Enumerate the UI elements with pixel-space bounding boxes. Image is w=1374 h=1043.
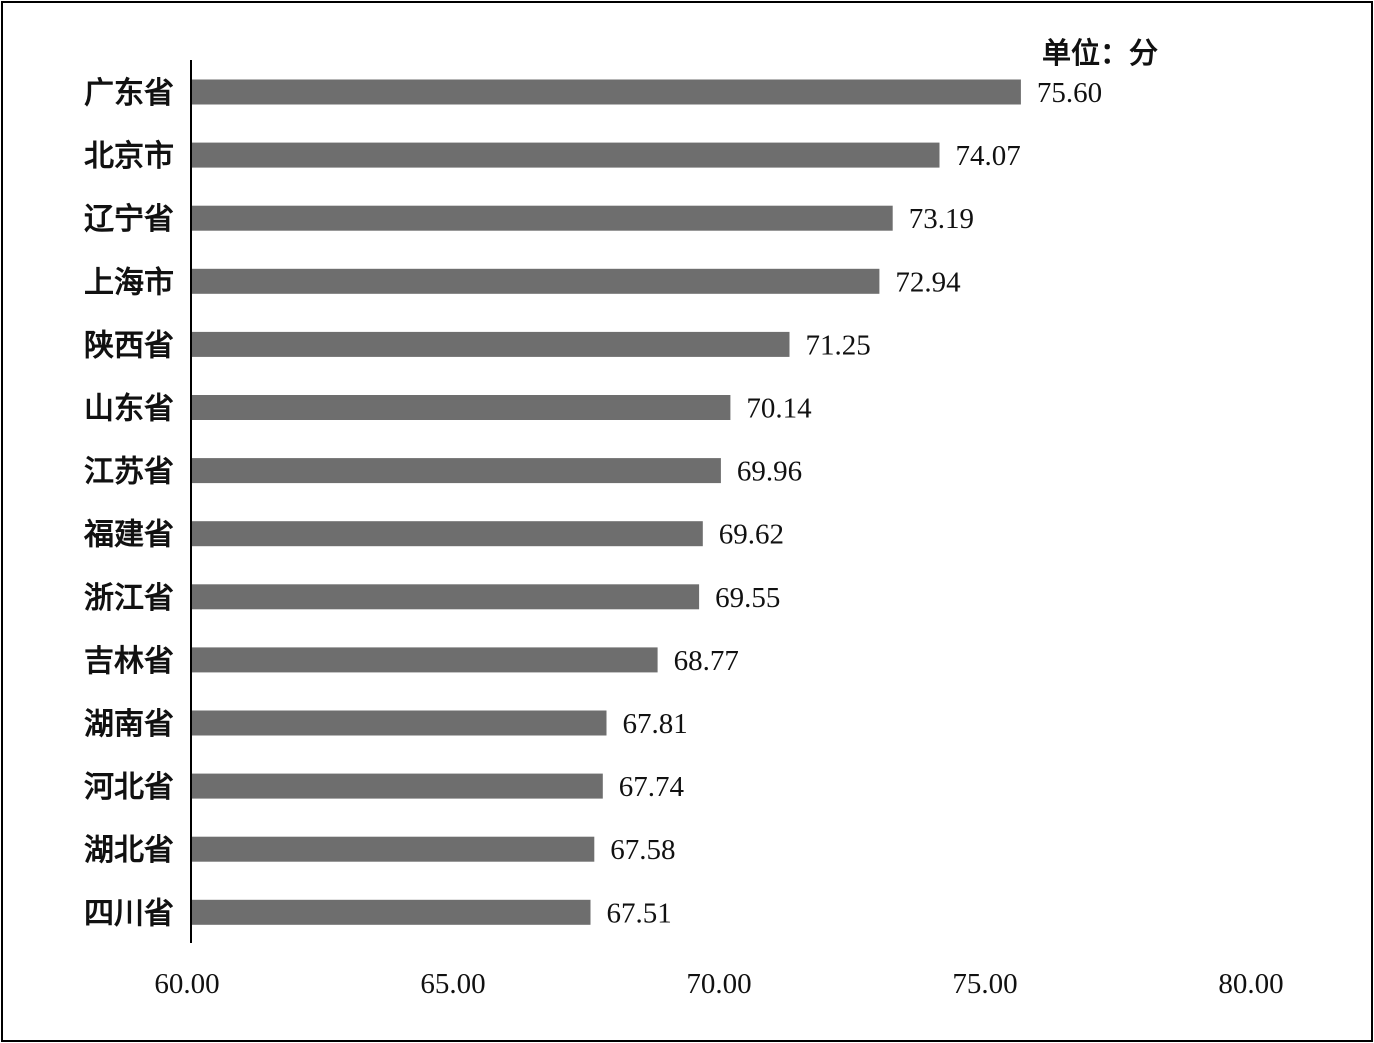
value-label: 69.55 <box>715 582 780 614</box>
x-tick-label: 70.00 <box>686 968 751 1000</box>
bar <box>191 79 1021 105</box>
bar <box>191 458 721 484</box>
bar <box>191 836 595 862</box>
category-label: 四川省 <box>84 896 174 931</box>
value-label: 75.60 <box>1037 77 1102 109</box>
value-label: 72.94 <box>895 266 961 298</box>
bar <box>191 899 591 925</box>
value-label: 71.25 <box>806 329 871 361</box>
category-label: 陕西省 <box>84 328 174 363</box>
category-label: 广东省 <box>84 76 174 111</box>
value-label: 73.19 <box>909 203 974 235</box>
category-label: 福建省 <box>83 518 174 553</box>
bar <box>191 331 790 357</box>
value-label: 67.58 <box>610 834 675 866</box>
category-label: 湖南省 <box>84 707 174 742</box>
x-axis-ticks: 60.00 65.00 70.00 75.00 80.00 <box>154 968 1283 1000</box>
bars-group: 广东省 75.60 北京市 74.07 辽宁省 73.19 上海市 72.94 陕西省 71.25… <box>83 76 1102 931</box>
bar <box>191 142 940 168</box>
bar <box>191 205 893 231</box>
value-label: 67.51 <box>607 897 672 929</box>
category-label: 北京市 <box>84 139 174 174</box>
x-tick-label: 65.00 <box>420 968 485 1000</box>
bar <box>191 773 603 799</box>
value-label: 69.96 <box>737 456 802 488</box>
category-label: 江苏省 <box>84 455 174 490</box>
category-label: 辽宁省 <box>84 202 174 237</box>
category-label: 湖北省 <box>84 833 174 868</box>
value-label: 68.77 <box>674 645 739 677</box>
value-label: 74.07 <box>956 140 1021 172</box>
x-tick-label: 75.00 <box>952 968 1017 1000</box>
unit-label: 单位：分 <box>1042 36 1158 70</box>
x-tick-label: 80.00 <box>1218 968 1283 1000</box>
bar <box>191 710 607 736</box>
bar <box>191 395 731 420</box>
x-tick-label: 60.00 <box>154 968 219 1000</box>
bar <box>191 647 658 673</box>
category-label: 吉林省 <box>84 644 174 679</box>
bar <box>191 521 703 547</box>
bar <box>191 584 700 610</box>
value-label: 67.81 <box>623 708 688 740</box>
category-label: 浙江省 <box>84 581 174 616</box>
value-label: 69.62 <box>719 519 784 551</box>
value-label: 67.74 <box>619 771 685 803</box>
category-label: 上海市 <box>84 265 174 300</box>
category-label: 山东省 <box>84 392 174 427</box>
value-label: 70.14 <box>746 393 812 425</box>
bar <box>191 268 880 294</box>
category-label: 河北省 <box>84 770 174 805</box>
